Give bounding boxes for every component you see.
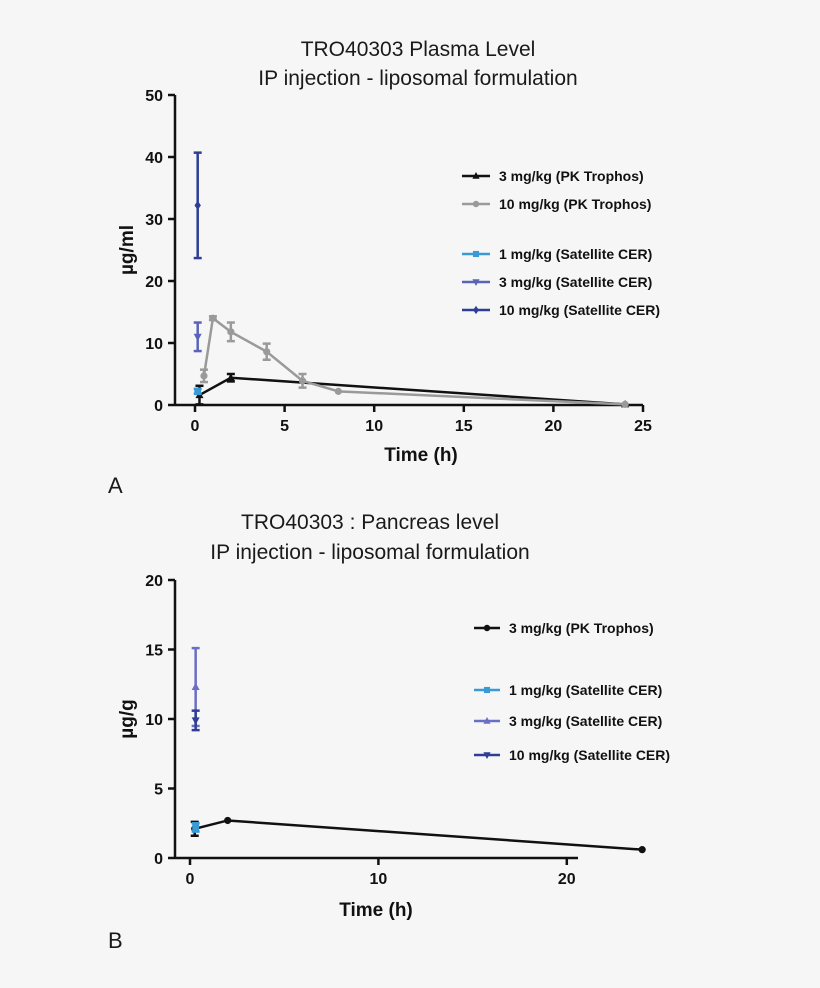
legend-item-0: 3 mg/kg (PK Trophos) bbox=[462, 168, 644, 184]
data-point bbox=[224, 816, 232, 825]
data-point bbox=[194, 200, 201, 210]
legend-swatch-marker bbox=[472, 200, 480, 208]
legend-item-3: 3 mg/kg (Satellite CER) bbox=[462, 274, 652, 290]
panel-letter: A bbox=[108, 473, 123, 498]
series-3 bbox=[193, 321, 202, 353]
y-tick-label: 5 bbox=[154, 782, 163, 799]
series-1 bbox=[191, 822, 200, 833]
data-point bbox=[263, 348, 271, 356]
x-axis-label: Time (h) bbox=[339, 900, 413, 921]
series-0 bbox=[190, 816, 646, 854]
data-point bbox=[226, 373, 235, 381]
chart-title-line-1: TRO40303 : Pancreas level bbox=[241, 511, 499, 534]
legend-label: 10 mg/kg (Satellite CER) bbox=[509, 747, 670, 763]
legend: 3 mg/kg (PK Trophos) 1 mg/kg (Satellite C… bbox=[474, 620, 670, 763]
data-point bbox=[200, 372, 208, 380]
y-tick-label: 20 bbox=[145, 573, 163, 590]
legend-label: 3 mg/kg (PK Trophos) bbox=[509, 620, 654, 636]
legend-item-1: 10 mg/kg (PK Trophos) bbox=[462, 196, 651, 212]
data-point bbox=[192, 824, 200, 831]
legend-label: 1 mg/kg (Satellite CER) bbox=[509, 682, 662, 698]
chart-title-line-2: IP injection - liposomal formulation bbox=[210, 541, 529, 564]
y-tick-label: 15 bbox=[145, 643, 163, 660]
x-tick-label: 25 bbox=[634, 418, 652, 435]
y-axis-label: µg/ml bbox=[117, 225, 138, 275]
series-4 bbox=[193, 151, 202, 260]
y-tick-label: 50 bbox=[145, 88, 163, 105]
legend-item-0: 3 mg/kg (PK Trophos) bbox=[474, 620, 654, 636]
y-tick-label: 10 bbox=[145, 336, 163, 353]
legend-swatch-marker bbox=[472, 279, 480, 286]
x-axis-label: Time (h) bbox=[384, 445, 458, 466]
legend-label: 10 mg/kg (PK Trophos) bbox=[499, 196, 651, 212]
data-point bbox=[334, 387, 342, 395]
series-line bbox=[202, 315, 626, 406]
series-2 bbox=[193, 387, 202, 396]
legend-item-2: 1 mg/kg (Satellite CER) bbox=[462, 246, 652, 262]
y-tick-label: 10 bbox=[145, 712, 163, 729]
legend: 3 mg/kg (PK Trophos) 10 mg/kg (PK Trophos… bbox=[462, 168, 660, 318]
x-tick-label: 0 bbox=[186, 871, 195, 888]
data-point bbox=[227, 328, 235, 336]
data-point bbox=[191, 682, 200, 691]
legend-swatch-marker bbox=[473, 305, 479, 315]
legend-swatch-marker bbox=[483, 752, 491, 759]
series-line bbox=[194, 819, 643, 851]
data-point bbox=[621, 400, 629, 408]
y-tick-label: 0 bbox=[154, 398, 163, 415]
legend-label: 1 mg/kg (Satellite CER) bbox=[499, 246, 652, 262]
y-tick-label: 20 bbox=[145, 274, 163, 291]
x-tick-label: 20 bbox=[558, 871, 576, 888]
series-1 bbox=[199, 314, 629, 408]
data-point bbox=[298, 377, 307, 385]
y-tick-label: 30 bbox=[145, 212, 163, 229]
x-tick-label: 10 bbox=[365, 418, 383, 435]
legend-item-1: 1 mg/kg (Satellite CER) bbox=[474, 682, 662, 698]
x-tick-label: 5 bbox=[280, 418, 289, 435]
legend-item-4: 10 mg/kg (Satellite CER) bbox=[462, 302, 660, 318]
data-point bbox=[191, 717, 200, 725]
legend-swatch-marker bbox=[483, 686, 491, 694]
chart-title-line-1: TRO40303 Plasma Level bbox=[301, 38, 536, 61]
data-point bbox=[638, 846, 646, 854]
chart-panel-b: TRO40303 : Pancreas level IP injection - … bbox=[108, 511, 670, 953]
legend-label: 3 mg/kg (Satellite CER) bbox=[509, 713, 662, 729]
chart-panel-a: TRO40303 Plasma Level IP injection - lipo… bbox=[108, 38, 660, 498]
y-tick-label: 0 bbox=[154, 851, 163, 868]
legend-item-2: 3 mg/kg (Satellite CER) bbox=[474, 713, 662, 729]
legend-label: 3 mg/kg (PK Trophos) bbox=[499, 168, 644, 184]
legend-swatch-marker bbox=[483, 717, 491, 724]
legend-item-3: 10 mg/kg (Satellite CER) bbox=[474, 747, 670, 763]
data-point bbox=[194, 387, 202, 395]
series-3 bbox=[191, 709, 200, 732]
legend-swatch-marker bbox=[472, 250, 480, 258]
panel-letter: B bbox=[108, 928, 123, 953]
x-tick-label: 20 bbox=[545, 418, 563, 435]
chart-title-line-2: IP injection - liposomal formulation bbox=[258, 67, 577, 90]
data-point bbox=[193, 333, 202, 342]
x-tick-label: 10 bbox=[370, 871, 388, 888]
x-tick-label: 0 bbox=[191, 418, 200, 435]
legend-swatch-marker bbox=[483, 624, 491, 632]
data-point bbox=[209, 314, 217, 322]
legend-swatch-marker bbox=[472, 172, 480, 179]
legend-label: 3 mg/kg (Satellite CER) bbox=[499, 274, 652, 290]
y-tick-label: 40 bbox=[145, 150, 163, 167]
y-axis-label: µg/g bbox=[117, 699, 138, 738]
legend-label: 10 mg/kg (Satellite CER) bbox=[499, 302, 660, 318]
x-tick-label: 15 bbox=[455, 418, 473, 435]
